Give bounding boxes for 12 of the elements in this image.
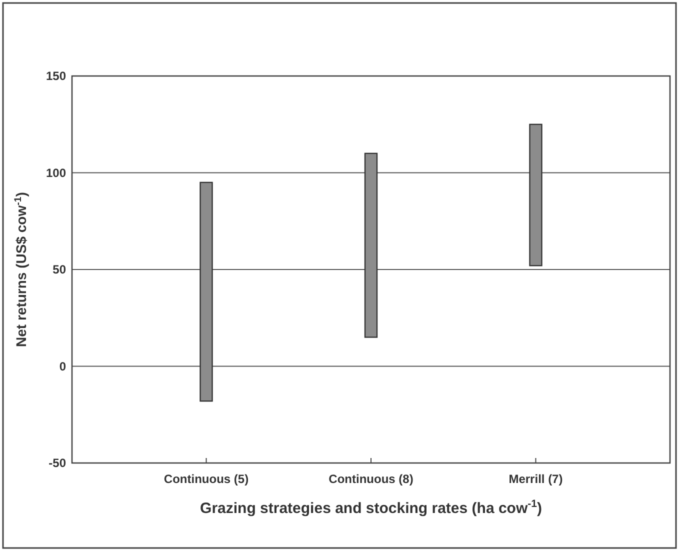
x-tick-label: Continuous (8) (328, 472, 414, 486)
y-tick-label: 50 (52, 262, 66, 277)
y-tick-label: 0 (59, 359, 66, 374)
x-axis-title: Grazing strategies and stocking rates (ha cow$^{-1}$) (200, 498, 542, 517)
y-tick-label: 150 (46, 69, 66, 84)
bar (529, 124, 542, 266)
bar (364, 152, 378, 338)
bar (200, 182, 213, 402)
y-tick-label: 100 (46, 166, 66, 180)
y-tick-label: -50 (48, 456, 66, 470)
x-tick-label: Continuous (5) (164, 472, 249, 486)
x-tick-label: Merrill (7) (508, 472, 563, 486)
